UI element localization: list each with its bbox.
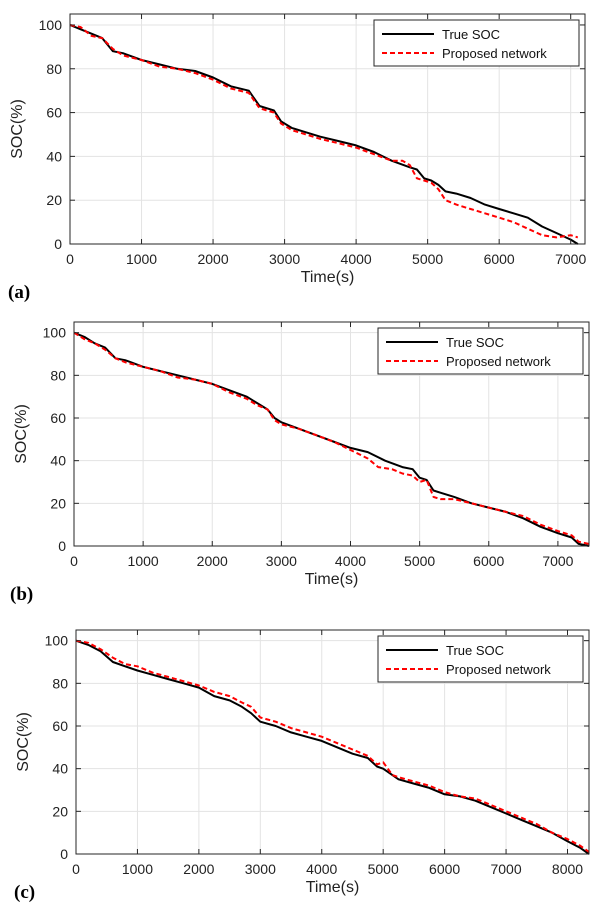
x-tick-label-b-3: 3000: [266, 553, 297, 569]
x-tick-label-c-8: 8000: [552, 861, 583, 877]
x-tick-label-a-7: 7000: [555, 251, 586, 267]
x-tick-label-c-0: 0: [72, 861, 80, 877]
chart-svg-b: 0 1000 2000 3000 4000 5000 6000 7000 0 20 40 60 80 10…: [13, 321, 590, 588]
y-tick-label-c-1: 20: [52, 803, 68, 819]
axes-box-c: [75, 629, 590, 855]
legend-label-b-0: True SOC: [446, 335, 504, 350]
x-axis-label-a: Time(s): [301, 269, 355, 286]
y-tick-label-a-5: 100: [39, 17, 63, 33]
y-tick-label-b-2: 40: [50, 453, 66, 469]
x-tick-label-a-0: 0: [66, 251, 74, 267]
chart-svg-a: 0 1000 2000 3000 4000 5000 6000 7000 0 20 40 60 80 10…: [9, 13, 586, 286]
panel-label-c: (c): [14, 882, 36, 903]
x-tick-label-c-4: 4000: [306, 861, 337, 877]
chart-panel-a: 0 1000 2000 3000 4000 5000 6000 7000 0 20 40 60 80 10…: [0, 0, 594, 303]
y-tick-label-c-0: 0: [60, 846, 68, 862]
x-tick-label-c-6: 6000: [429, 861, 460, 877]
chart-panel-b: 0 1000 2000 3000 4000 5000 6000 7000 0 20 40 60 80 10…: [0, 308, 594, 610]
axes-box-b: [73, 321, 590, 547]
series-line-a-1: [69, 24, 579, 239]
x-tick-label-b-7: 7000: [542, 553, 573, 569]
legend-label-b-1: Proposed network: [446, 354, 551, 369]
legend-label-a-0: True SOC: [442, 27, 500, 42]
x-tick-label-b-6: 6000: [473, 553, 504, 569]
x-tick-label-b-0: 0: [70, 553, 78, 569]
legend-box-b: [377, 327, 584, 375]
x-tick-label-b-2: 2000: [197, 553, 228, 569]
series-line-b-1: [73, 331, 590, 545]
x-tick-label-c-1: 1000: [122, 861, 153, 877]
x-tick-label-a-6: 6000: [484, 251, 515, 267]
y-tick-label-c-2: 40: [52, 761, 68, 777]
x-tick-label-a-4: 4000: [341, 251, 372, 267]
series-line-c-0: [75, 639, 590, 855]
y-tick-label-a-1: 20: [46, 192, 62, 208]
axes-box-a: [69, 13, 586, 245]
series-line-c-1: [75, 639, 590, 853]
y-tick-label-b-1: 20: [50, 495, 66, 511]
legend-label-c-1: Proposed network: [446, 662, 551, 677]
x-tick-label-b-1: 1000: [128, 553, 159, 569]
y-tick-label-b-5: 100: [43, 325, 67, 341]
legend-box-c: [377, 635, 584, 683]
legend-label-c-0: True SOC: [446, 643, 504, 658]
y-tick-label-c-3: 60: [52, 718, 68, 734]
x-tick-label-a-2: 2000: [197, 251, 228, 267]
y-tick-label-b-4: 80: [50, 367, 66, 383]
x-tick-label-c-3: 3000: [245, 861, 276, 877]
x-tick-label-a-1: 1000: [126, 251, 157, 267]
panel-label-b: (b): [10, 584, 34, 605]
x-tick-label-c-2: 2000: [183, 861, 214, 877]
x-tick-label-b-4: 4000: [335, 553, 366, 569]
y-tick-label-b-0: 0: [58, 538, 66, 554]
y-tick-label-a-0: 0: [54, 236, 62, 252]
y-tick-label-c-4: 80: [52, 675, 68, 691]
y-tick-label-b-3: 60: [50, 410, 66, 426]
y-tick-label-c-5: 100: [45, 633, 69, 649]
y-axis-label-c: SOC(%): [15, 712, 32, 772]
x-tick-label-c-5: 5000: [368, 861, 399, 877]
x-tick-label-c-7: 7000: [490, 861, 521, 877]
x-tick-label-a-3: 3000: [269, 251, 300, 267]
panel-label-a: (a): [8, 282, 31, 303]
legend-box-a: [373, 19, 580, 67]
y-axis-label-a: SOC(%): [9, 99, 26, 159]
chart-svg-c: 0 1000 2000 3000 4000 5000 6000 7000 8000 0 20 40 60…: [15, 629, 590, 896]
y-tick-label-a-2: 40: [46, 148, 62, 164]
y-axis-label-b: SOC(%): [13, 404, 30, 464]
y-tick-label-a-4: 80: [46, 61, 62, 77]
legend-label-a-1: Proposed network: [442, 46, 547, 61]
y-tick-label-a-3: 60: [46, 105, 62, 121]
chart-panel-c: 0 1000 2000 3000 4000 5000 6000 7000 8000 0 20 40 60…: [0, 616, 594, 918]
x-tick-label-b-5: 5000: [404, 553, 435, 569]
x-axis-label-c: Time(s): [306, 879, 360, 896]
x-axis-label-b: Time(s): [305, 571, 359, 588]
x-tick-label-a-5: 5000: [412, 251, 443, 267]
